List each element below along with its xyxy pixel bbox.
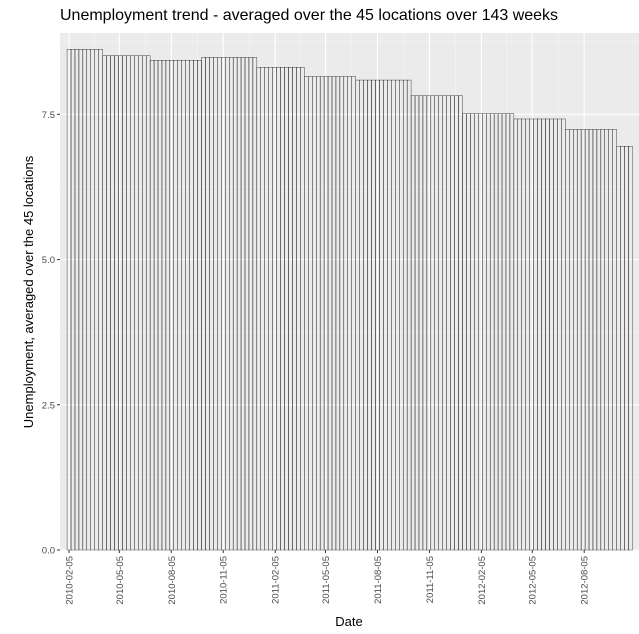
- x-tick-label: 2011-08-05: [373, 556, 384, 604]
- bar: [628, 146, 633, 551]
- x-tick-label: 2010-08-05: [167, 556, 178, 605]
- x-axis: 2010-02-05 2010-05-05 2010-08-05 2010-11-05…: [65, 550, 591, 605]
- y-tick-label: 2.5: [42, 400, 55, 411]
- x-tick-label: 2012-08-05: [580, 556, 591, 605]
- y-axis: 0.0 2.5 5.0 7.5: [42, 110, 60, 557]
- grid-lines: [60, 33, 639, 551]
- y-tick-label: 5.0: [42, 255, 55, 266]
- y-tick-label: 0.0: [42, 546, 55, 557]
- x-tick-label: 2012-05-05: [528, 556, 539, 605]
- x-tick-label: 2011-02-05: [271, 556, 282, 604]
- x-tick-label: 2010-05-05: [115, 556, 126, 605]
- x-axis-label: Date: [335, 614, 362, 629]
- x-tick-label: 2010-11-05: [219, 556, 230, 604]
- x-tick-label: 2011-05-05: [321, 556, 332, 604]
- y-axis-label: Unemployment, averaged over the 45 locat…: [21, 155, 36, 428]
- x-tick-label: 2010-02-05: [65, 556, 76, 605]
- plot-panel: [60, 33, 639, 550]
- x-tick-label: 2011-11-05: [425, 556, 436, 603]
- bars: [66, 49, 633, 551]
- x-tick-label: 2012-02-05: [477, 556, 488, 605]
- y-tick-label: 7.5: [42, 110, 55, 121]
- chart-title: Unemployment trend - averaged over the 4…: [60, 7, 559, 24]
